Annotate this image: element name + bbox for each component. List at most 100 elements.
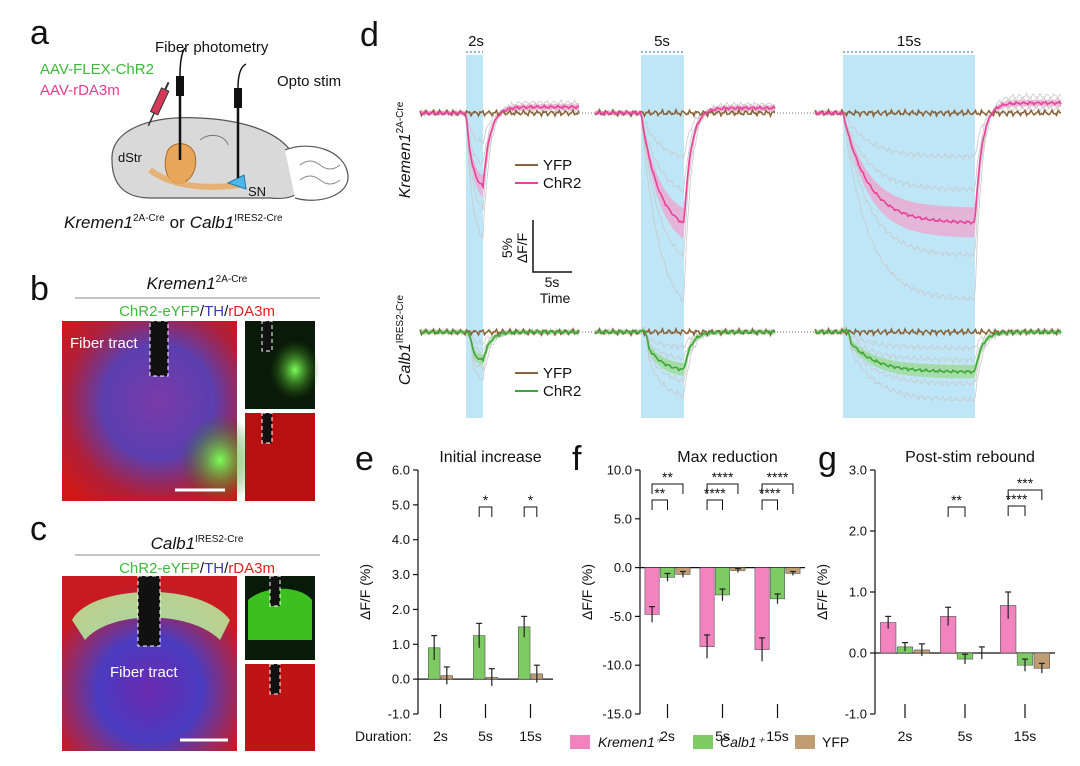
x-tick-label: 15s: [1014, 728, 1037, 744]
y-tick-label: 0.0: [392, 672, 410, 687]
significance-label: *: [483, 492, 489, 508]
panel-label: d: [360, 16, 379, 54]
y-tick-label: 1.0: [849, 585, 867, 600]
label: AAV-FLEX-ChR2: [40, 61, 154, 78]
y-tick-label: 5.0: [614, 511, 632, 526]
y-tick-label: 3.0: [849, 463, 867, 478]
label: or: [170, 213, 185, 232]
row-label: Kremen12A-Cre: [395, 101, 414, 198]
legend-swatch: [693, 735, 713, 749]
stain: ChR2-eYFP/TH/rDA3m: [119, 303, 275, 320]
duration-label: 2s: [468, 33, 484, 50]
y-axis-label: ΔF/F (%): [357, 564, 373, 620]
label: AAV-rDA3m: [40, 82, 120, 99]
legend-label: ChR2: [543, 175, 581, 192]
significance-label: **: [951, 492, 962, 508]
significance-label: **: [654, 485, 665, 501]
stain-part: TH: [204, 303, 224, 320]
y-tick-label: 5.0: [392, 497, 410, 512]
legend-label: Kremen1⁺: [598, 734, 664, 750]
legend-label: YFP: [543, 157, 572, 174]
x-tick-label: 15s: [766, 728, 789, 744]
scale-label: Time: [540, 290, 571, 306]
mean-trace: [594, 105, 776, 224]
chart-title: Max reduction: [677, 449, 778, 466]
stain-part: /: [224, 560, 229, 577]
stain-part: /: [200, 560, 205, 577]
yfp-trace: [814, 107, 1062, 119]
x-tick-label: 5s: [478, 728, 493, 744]
mean-trace: [419, 104, 580, 190]
x-tick-label: 15s: [519, 728, 542, 744]
y-tick-label: 0.0: [614, 560, 632, 575]
allele: 2A-Cre: [395, 101, 406, 133]
gene: Calb1: [151, 534, 195, 553]
x-tick-label: 5s: [958, 728, 973, 744]
y-tick-label: 1.0: [392, 637, 410, 652]
legend-swatch: [570, 735, 590, 749]
x-tick-label: 2s: [433, 728, 448, 744]
allele: 2A-Cre: [216, 274, 248, 285]
significance-bracket: [761, 483, 794, 494]
gene: Calb1: [190, 213, 234, 232]
significance-bracket: [706, 499, 723, 510]
y-tick-label: 3.0: [392, 567, 410, 582]
genotype: Calb1IRES2-Cre: [151, 534, 244, 553]
significance-label: ****: [759, 485, 781, 501]
trial-trace: [814, 92, 1062, 302]
significance-bracket: [706, 483, 739, 494]
chart-title: Post-stim rebound: [905, 449, 1035, 466]
significance-label: ****: [704, 485, 726, 501]
micrograph: [62, 575, 315, 751]
panel-label: b: [30, 270, 49, 308]
y-tick-label: 10.0: [607, 463, 632, 478]
panel-label: g: [818, 440, 837, 478]
brain-schematic: [111, 47, 349, 201]
stain-part: rDA3m: [228, 560, 275, 577]
legend-label: YFP: [822, 734, 849, 750]
y-axis-label: ΔF/F (%): [579, 564, 595, 620]
x-tick-label: 2s: [660, 728, 675, 744]
sem-band: [595, 105, 775, 239]
allele: 2A-Cre: [133, 213, 165, 224]
y-tick-label: 6.0: [392, 463, 410, 478]
mean-trace: [814, 100, 1062, 226]
stain-part: /: [200, 303, 205, 320]
sem-band: [815, 327, 1061, 379]
sem-band: [815, 99, 1061, 238]
allele: IRES2-Cre: [395, 294, 406, 343]
allele: IRES2-Cre: [234, 213, 283, 224]
mean-trace: [419, 329, 580, 363]
y-tick-label: 2.0: [849, 524, 867, 539]
x-tick-label: 5s: [715, 728, 730, 744]
stain-part: /: [224, 303, 229, 320]
legend-label: ChR2: [543, 383, 581, 400]
y-tick-label: -5.0: [610, 609, 632, 624]
significance-bracket: [1007, 489, 1043, 500]
significance-label: *: [528, 492, 534, 508]
label: SN: [248, 184, 266, 199]
gene: Kremen1: [397, 133, 414, 198]
significance-bracket: [761, 499, 778, 510]
duration-label: 5s: [654, 33, 670, 50]
micrograph: [62, 320, 320, 505]
panel-label: a: [30, 14, 49, 52]
stain-part: rDA3m: [228, 303, 275, 320]
scale-label: ΔF/F: [514, 233, 530, 263]
significance-label: ****: [1006, 491, 1028, 507]
y-tick-label: -1.0: [845, 707, 867, 722]
mean-trace: [594, 329, 776, 372]
label: Fiber photometry: [155, 39, 269, 56]
x-tick-label: 2s: [898, 728, 913, 744]
significance-label: **: [662, 469, 673, 485]
stain: ChR2-eYFP/TH/rDA3m: [119, 560, 275, 577]
y-tick-label: 2.0: [392, 602, 410, 617]
genotype: Kremen12A-Cre: [147, 274, 248, 293]
scale-bar: [532, 220, 572, 273]
gene: Kremen1: [64, 213, 133, 232]
panel-label: e: [355, 440, 374, 478]
label: dStr: [118, 150, 143, 165]
panel-label: c: [30, 510, 47, 548]
